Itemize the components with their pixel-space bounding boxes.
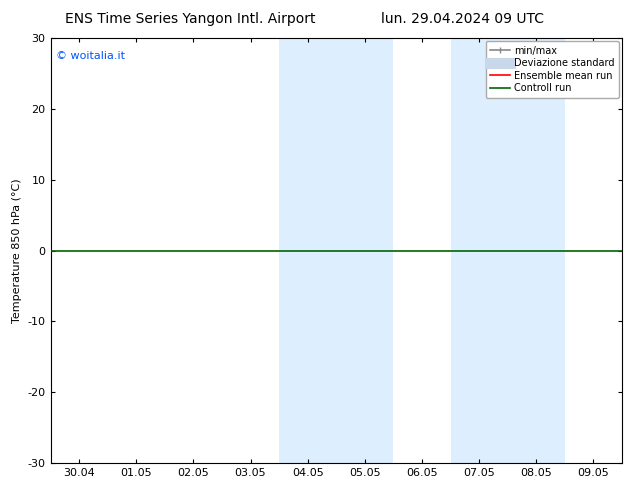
Bar	[508, 38, 565, 463]
Text: ENS Time Series Yangon Intl. Airport: ENS Time Series Yangon Intl. Airport	[65, 12, 316, 26]
Legend: min/max, Deviazione standard, Ensemble mean run, Controll run: min/max, Deviazione standard, Ensemble m…	[486, 41, 619, 98]
Bar	[279, 38, 336, 463]
Y-axis label: Temperature 850 hPa (°C): Temperature 850 hPa (°C)	[12, 178, 22, 323]
Text: © woitalia.it: © woitalia.it	[56, 51, 126, 61]
Bar	[451, 38, 508, 463]
Bar	[336, 38, 394, 463]
Text: lun. 29.04.2024 09 UTC: lun. 29.04.2024 09 UTC	[381, 12, 545, 26]
